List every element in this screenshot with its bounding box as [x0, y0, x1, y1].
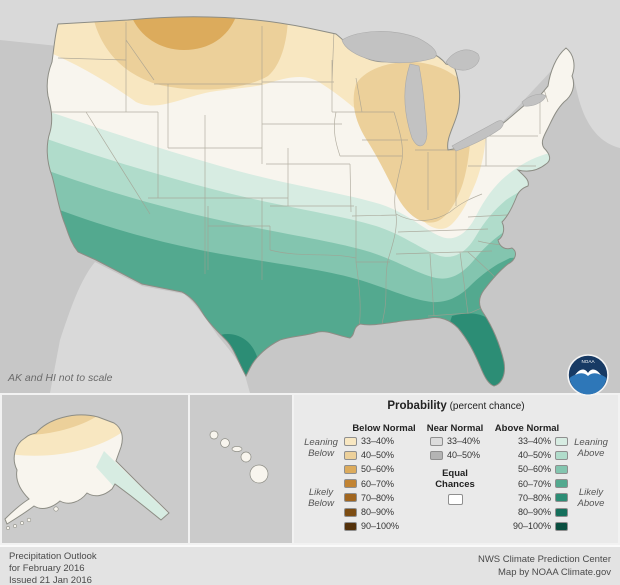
great-lakes	[341, 31, 547, 152]
mexico-landmass	[50, 262, 250, 393]
legend-col-near: Near Normal 33–40% 40–50% Equal Chances	[426, 414, 484, 534]
footer-bar: Precipitation Outlook for February 2016 …	[0, 545, 620, 585]
label-likely-below: Likely Below	[308, 486, 334, 509]
lake-erie	[451, 120, 504, 152]
legend-row: 40–50%	[426, 448, 484, 462]
legend: Probability (percent chance) Leaning Bel…	[294, 393, 620, 545]
above-normal-header: Above Normal	[494, 423, 560, 435]
legend-swatch	[344, 507, 357, 517]
label-leaning-above: Leaning Above	[574, 436, 608, 459]
near-normal-header: Near Normal	[426, 423, 484, 435]
state-borders	[50, 22, 549, 341]
legend-row: 60–70%	[344, 477, 424, 491]
legend-swatch	[344, 479, 357, 489]
footer-right-text: NWS Climate Prediction Center Map by NOA…	[478, 553, 611, 579]
lake-ontario	[521, 93, 547, 107]
legend-swatch	[555, 507, 568, 517]
legend-side-left: Leaning Below Likely Below	[300, 414, 342, 534]
legend-title-rest: (percent chance)	[446, 401, 525, 412]
alaska-map	[4, 414, 170, 530]
legend-swatch	[555, 464, 568, 474]
legend-swatch	[555, 450, 568, 460]
noaa-logo: NOAA	[567, 354, 609, 396]
legend-col-below: Below Normal 33–40% 40–50% 50–60% 60–70%…	[344, 414, 424, 534]
hawaii-inset	[190, 393, 294, 545]
main-map-area: AK and HI not to scale NOAA	[0, 0, 620, 396]
legend-row: 70–80%	[344, 491, 424, 505]
legend-side-right: Leaning Above Likely Above	[570, 414, 612, 534]
equal-chances-swatch	[447, 493, 463, 505]
legend-title: Probability (percent chance)	[300, 400, 612, 412]
footer-source: NWS Climate Prediction Center	[477, 553, 611, 565]
footer-left-text: Precipitation Outlook for February 2016 …	[9, 551, 97, 585]
alaska-band-above-33	[96, 451, 169, 524]
footer-valid-period: for February 2016	[9, 562, 85, 574]
lake-huron	[445, 49, 480, 71]
legend-swatch	[429, 436, 443, 446]
legend-swatch	[429, 450, 443, 460]
legend-row: 60–70%	[486, 477, 568, 491]
legend-row: 70–80%	[486, 491, 568, 505]
below-normal-header: Below Normal	[352, 423, 416, 435]
legend-col-above: Above Normal 33–40% 40–50% 50–60% 60–70%…	[486, 414, 568, 534]
alaska-outline	[4, 414, 170, 525]
legend-title-bold: Probability	[387, 400, 447, 412]
label-leaning-below: Leaning Below	[304, 436, 338, 459]
noaa-gull-icon	[575, 369, 601, 376]
canada-landmass	[0, 0, 620, 161]
lake-michigan	[404, 63, 428, 147]
insets-row: Probability (percent chance) Leaning Bel…	[0, 393, 620, 545]
legend-row: 33–40%	[344, 434, 424, 448]
legend-row: 80–90%	[486, 505, 568, 519]
band-below-40-lakes	[353, 62, 472, 223]
legend-row: 33–40%	[426, 434, 484, 448]
legend-swatch	[555, 436, 568, 446]
legend-swatch	[344, 493, 357, 503]
legend-swatch	[344, 450, 357, 460]
legend-grid: Leaning Below Likely Below Below Normal …	[300, 414, 612, 534]
legend-swatch	[555, 521, 568, 531]
band-above-70-florida	[450, 313, 508, 386]
alaska-inset	[0, 393, 190, 545]
footer-issued-date: Issued 21 Jan 2016	[9, 574, 92, 585]
scale-note: AK and HI not to scale	[8, 372, 113, 384]
aleutian-islands	[6, 506, 59, 530]
footer-credit: Map by NOAA Climate.gov	[498, 567, 611, 578]
hawaiian-islands	[209, 430, 269, 484]
hawaii-map	[209, 430, 269, 484]
lake-superior	[341, 31, 437, 64]
legend-row: 80–90%	[344, 505, 424, 519]
legend-row: 40–50%	[344, 448, 424, 462]
legend-swatch	[344, 464, 357, 474]
legend-swatch	[555, 479, 568, 489]
noaa-logo-text: NOAA	[581, 359, 595, 364]
legend-row: 50–60%	[486, 462, 568, 476]
noaa-logo-sea	[569, 372, 607, 395]
label-likely-above: Likely Above	[577, 486, 605, 509]
legend-row: 50–60%	[344, 462, 424, 476]
legend-swatch	[555, 493, 568, 503]
legend-row: 40–50%	[486, 448, 568, 462]
legend-row: 90–100%	[486, 519, 568, 533]
legend-row: 33–40%	[486, 434, 568, 448]
legend-swatch	[344, 521, 357, 531]
legend-row: 90–100%	[344, 519, 424, 533]
legend-swatch	[344, 436, 357, 446]
main-map	[0, 0, 620, 393]
footer-product-title: Precipitation Outlook	[9, 551, 97, 562]
band-below-50	[128, 16, 238, 50]
equal-chances-block: Equal Chances	[426, 469, 484, 509]
